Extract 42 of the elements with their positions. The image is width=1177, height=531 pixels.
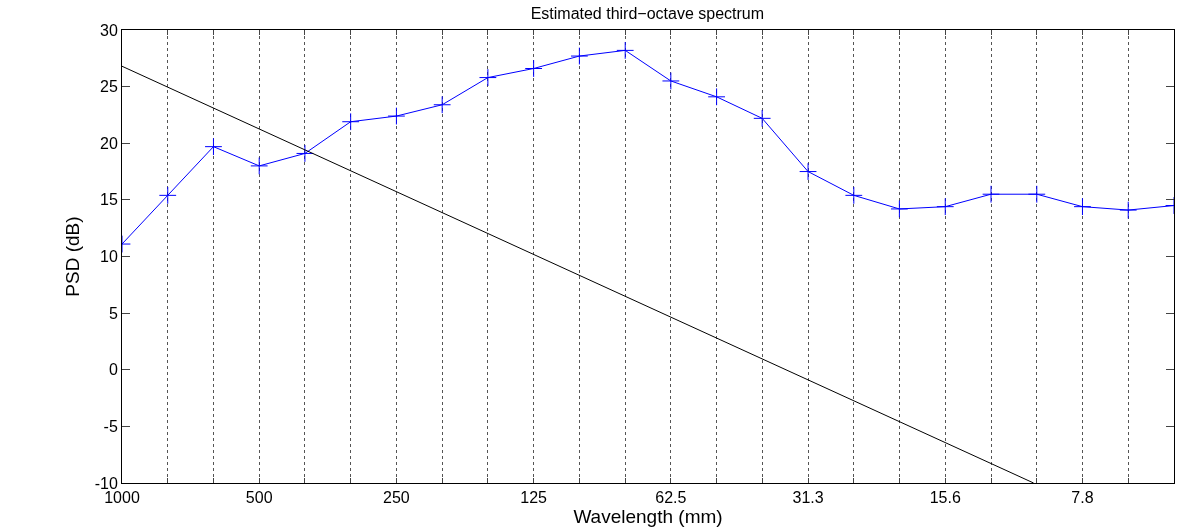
point	[158, 186, 177, 205]
x-tick-label: 500	[245, 489, 273, 507]
y-tick-label: 25	[100, 78, 118, 96]
x-tick-label: 250	[383, 489, 410, 507]
point	[1073, 197, 1092, 216]
point	[707, 87, 726, 106]
point	[478, 68, 497, 87]
point	[616, 41, 635, 60]
point	[1119, 201, 1138, 219]
chart-title: Estimated third−octave spectrum	[530, 5, 765, 23]
y-tick-label: -10	[94, 474, 118, 492]
point	[387, 107, 406, 125]
point	[936, 197, 955, 216]
point	[1027, 185, 1046, 204]
point	[982, 185, 1000, 204]
point	[890, 200, 909, 218]
x-tick-label: 62.5	[655, 489, 687, 507]
y-tick-label: 30	[100, 21, 118, 39]
y-tick-label: -5	[103, 417, 118, 435]
y-axis-title: PSD (dB)	[61, 216, 83, 297]
point	[296, 144, 314, 163]
point	[341, 112, 360, 131]
point	[844, 186, 863, 205]
point	[753, 109, 772, 128]
point	[570, 47, 589, 65]
x-tick-label: 1000	[104, 489, 140, 507]
y-tick-label: 0	[108, 361, 118, 379]
point	[204, 137, 223, 156]
x-tick-label: 31.3	[792, 489, 824, 507]
point	[433, 95, 452, 114]
y-tick-label: 20	[100, 134, 118, 152]
point	[524, 59, 543, 78]
point	[799, 162, 817, 181]
x-tick-label: 7.8	[1071, 489, 1094, 507]
point	[250, 157, 269, 175]
x-tick-label: 15.6	[929, 489, 961, 507]
x-axis-title: Wavelength (mm)	[573, 506, 723, 528]
point	[661, 72, 680, 90]
y-tick-label: 10	[100, 248, 118, 266]
y-tick-label: 5	[108, 304, 118, 322]
y-tick-label: 15	[100, 191, 118, 209]
x-tick-label: 125	[520, 489, 548, 507]
